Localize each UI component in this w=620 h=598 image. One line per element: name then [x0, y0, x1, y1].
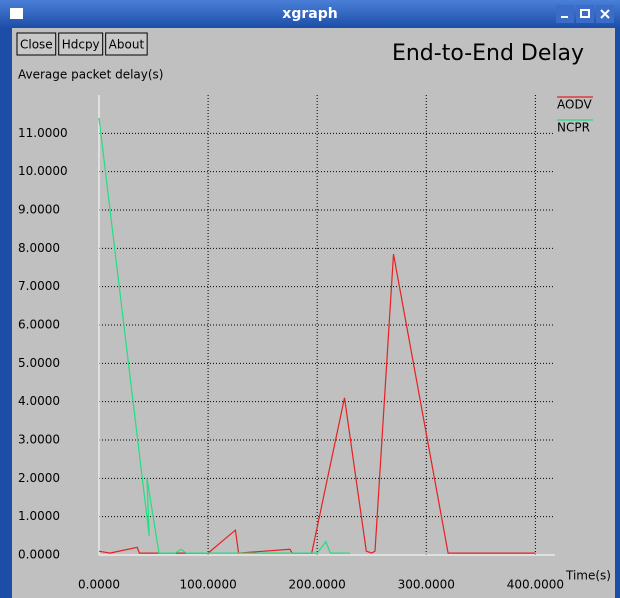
toolbar-button[interactable]	[58, 32, 104, 56]
x-tick-label: 0.0000	[78, 578, 120, 592]
x-tick-label: 200.0000	[289, 578, 346, 592]
chart-title: End-to-End Delay	[392, 41, 584, 66]
y-tick-label: 1.0000	[18, 509, 60, 523]
x-tick-label: 300.0000	[398, 578, 455, 592]
y-tick-label: 10.0000	[18, 164, 68, 178]
y-tick-label: 11.0000	[18, 126, 68, 140]
x-tick-label: 100.0000	[179, 578, 236, 592]
y-tick-label: 6.0000	[18, 318, 60, 332]
title-bar	[0, 0, 620, 28]
data-line	[98, 117, 350, 554]
x-tick-label: 400.0000	[507, 578, 564, 592]
toolbar-button[interactable]	[16, 32, 57, 56]
close-icon	[600, 9, 610, 19]
y-tick-label: 8.0000	[18, 241, 60, 255]
maximize-button[interactable]	[576, 5, 594, 23]
toolbar-button-label[interactable]: About	[109, 38, 145, 52]
y-tick-label: 9.0000	[18, 203, 60, 217]
window-controls[interactable]	[556, 5, 614, 23]
y-axis-label: Average packet delay(s)	[18, 68, 164, 82]
toolbar-button-label[interactable]: Hdcpy	[62, 38, 100, 52]
y-tick-label: 5.0000	[18, 356, 60, 370]
y-tick-label: 2.0000	[18, 471, 60, 485]
maximize-icon	[580, 9, 590, 18]
client-area	[12, 28, 615, 598]
y-tick-label: 3.0000	[18, 433, 60, 447]
y-tick-label: 0.0000	[18, 548, 60, 562]
minimize-icon	[561, 16, 568, 18]
legend-label: NCPR	[557, 121, 590, 135]
y-tick-label: 4.0000	[18, 394, 60, 408]
legend-label: AODV	[557, 98, 592, 112]
window-title: xgraph	[282, 6, 337, 22]
minimize-button[interactable]	[556, 5, 574, 23]
toolbar-button[interactable]	[105, 32, 148, 56]
x-axis-label: Time(s)	[565, 569, 611, 583]
toolbar-button-label[interactable]: Close	[20, 38, 53, 52]
y-tick-label: 7.0000	[18, 279, 60, 293]
window-icon	[10, 8, 23, 19]
